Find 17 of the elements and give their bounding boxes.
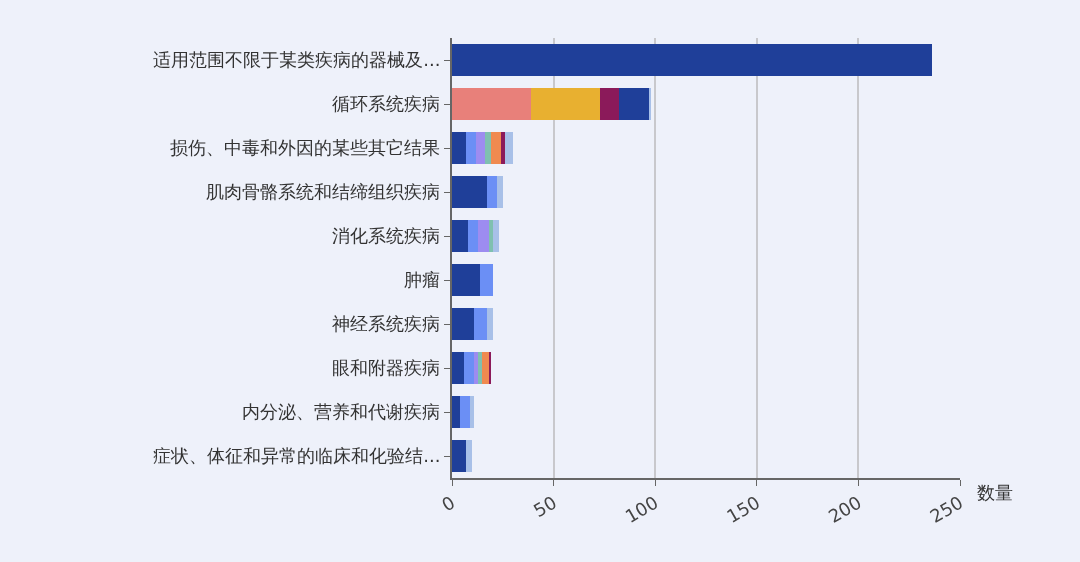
x-axis-title: 数量 <box>977 482 1013 503</box>
y-tick-label: 神经系统疾病 <box>332 313 441 335</box>
y-tick-label: 消化系统疾病 <box>332 225 441 247</box>
x-tick-label: 250 <box>926 491 967 528</box>
y-tick-label: 肌肉骨骼系统和结缔组织疾病 <box>206 181 441 203</box>
y-tick-label: 眼和附器疾病 <box>332 357 441 379</box>
x-tick-label: 0 <box>438 491 459 516</box>
x-tick-label: 150 <box>723 491 764 528</box>
y-tick-label: 内分泌、营养和代谢疾病 <box>242 401 441 423</box>
y-tick-label: 适用范围不限于某类疾病的器械及... <box>153 49 441 71</box>
x-tick-label: 50 <box>529 491 561 522</box>
x-tick-label: 200 <box>824 491 865 528</box>
x-tick-label: 100 <box>621 491 662 528</box>
y-tick-label: 损伤、中毒和外因的某些其它结果 <box>170 137 441 159</box>
y-tick-label: 肿瘤 <box>404 269 441 291</box>
y-tick-label: 循环系统疾病 <box>332 93 441 115</box>
y-tick-label: 症状、体征和异常的临床和化验结... <box>153 445 441 467</box>
